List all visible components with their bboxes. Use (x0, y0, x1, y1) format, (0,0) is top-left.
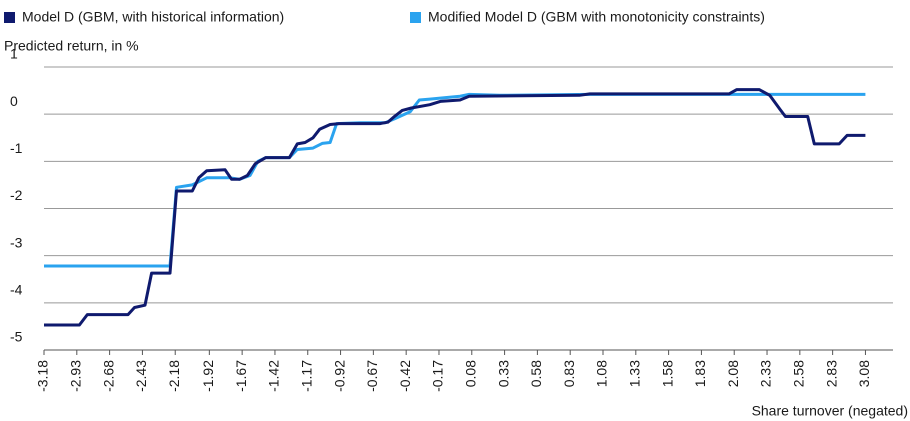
x-tick-label: 2.58 (791, 360, 807, 387)
x-tick-label: -2.18 (166, 360, 182, 392)
x-tick-label: -0.67 (364, 360, 380, 392)
y-axis-label: Predicted return, in % (4, 38, 139, 54)
x-tick-label: 1.58 (659, 360, 675, 387)
x-tick-label: -1.17 (298, 360, 314, 392)
x-tick-label: -1.92 (200, 360, 216, 392)
x-tick-label: -2.68 (100, 360, 116, 392)
x-tick-label: 0.58 (528, 360, 544, 387)
x-axis-label: Share turnover (negated) (752, 403, 908, 419)
x-tick-label: -0.42 (397, 360, 413, 392)
x-tick-label: 2.33 (758, 360, 774, 387)
x-tick-label: -1.67 (233, 360, 249, 392)
x-tick-label: 2.83 (823, 360, 839, 387)
x-tick-label: 0.08 (462, 360, 478, 387)
y-tick-label: -2 (10, 187, 23, 203)
series-line (44, 92, 866, 268)
y-tick-label: 0 (10, 93, 18, 109)
x-tick-label: 1.83 (692, 360, 708, 387)
x-tick-label: 1.33 (627, 360, 643, 387)
x-tick-label: -0.92 (331, 360, 347, 392)
x-tick-label: 3.08 (856, 360, 872, 387)
y-tick-label: -1 (10, 140, 23, 156)
x-tick-label: -2.93 (68, 360, 84, 392)
x-tick-label: -1.42 (266, 360, 282, 392)
y-tick-label: 1 (10, 46, 18, 62)
x-tick-label: -0.17 (430, 360, 446, 392)
x-tick-label: -2.43 (133, 360, 149, 392)
legend-swatch (410, 12, 421, 23)
x-tick-label: -3.18 (35, 360, 51, 392)
y-tick-label: -5 (10, 329, 23, 345)
legend-label: Modified Model D (GBM with monotonicity … (428, 9, 765, 25)
x-tick-label: 0.33 (495, 360, 511, 387)
x-tick-label: 0.83 (561, 360, 577, 387)
x-tick-label: 2.08 (725, 360, 741, 387)
y-tick-label: -3 (10, 234, 23, 250)
x-tick-label: 1.08 (594, 360, 610, 387)
legend-swatch (4, 12, 15, 23)
legend-label: Model D (GBM, with historical informatio… (22, 9, 284, 25)
y-tick-label: -4 (10, 282, 23, 298)
series-line (44, 88, 866, 327)
